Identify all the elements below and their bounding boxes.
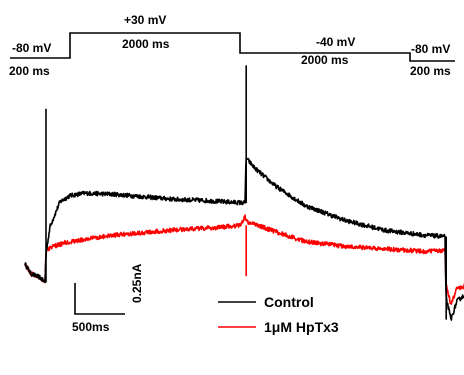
protocol-step4-voltage: -80 mV	[411, 42, 450, 56]
scale-bar	[74, 283, 125, 315]
trace-control	[24, 157, 464, 321]
legend-label-hptx3: 1μM HpTx3	[264, 319, 339, 335]
protocol-step1-voltage: -80 mV	[12, 41, 51, 55]
legend: Control 1μM HpTx3	[218, 294, 339, 335]
protocol-step1-duration: 200 ms	[9, 64, 50, 78]
trace-hptx3	[24, 214, 464, 305]
protocol-step2-voltage: +30 mV	[124, 13, 166, 27]
scale-bar-time-label: 500ms	[72, 320, 110, 334]
protocol-step4-duration: 200 ms	[410, 64, 451, 78]
protocol-step2-duration: 2000 ms	[122, 37, 170, 51]
protocol-line	[10, 32, 455, 62]
protocol-step3-duration: 2000 ms	[301, 53, 349, 67]
protocol-step3-voltage: -40 mV	[316, 35, 355, 49]
traces-group	[24, 65, 464, 321]
scale-bar-current-label: 0.25nA	[130, 263, 144, 303]
legend-label-control: Control	[264, 294, 314, 310]
